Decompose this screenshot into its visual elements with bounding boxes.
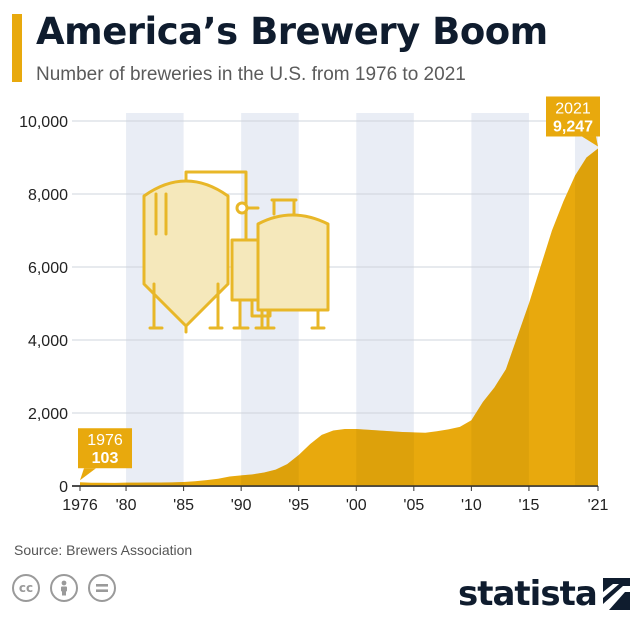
license-icons: cc <box>12 574 116 602</box>
area-chart: 0 2,000 4,000 6,000 8,000 10,000 1976 '80 '85 '9… <box>19 96 609 514</box>
background-band <box>356 113 414 486</box>
y-tick-label: 4,000 <box>28 333 68 350</box>
y-tick-label: 10,000 <box>19 114 68 131</box>
annotation-year: 1976 <box>87 432 123 449</box>
brewery-tanks-icon <box>142 170 330 334</box>
y-tick-label: 8,000 <box>28 187 68 204</box>
annotation-year: 2021 <box>555 100 591 117</box>
x-tick-label: '10 <box>461 497 482 514</box>
x-tick-label: '85 <box>173 497 194 514</box>
x-tick-label: '80 <box>116 497 137 514</box>
x-tick-label: '21 <box>588 497 609 514</box>
chart-title: America’s Brewery Boom <box>36 10 548 53</box>
cc-icon[interactable]: cc <box>12 574 40 602</box>
attribution-icon[interactable] <box>50 574 78 602</box>
statista-logo[interactable]: statista <box>458 574 630 614</box>
annotation-value: 9,247 <box>553 118 593 135</box>
x-tick-label: '95 <box>288 497 309 514</box>
annotation-box <box>546 96 600 137</box>
no-derivatives-icon[interactable] <box>88 574 116 602</box>
series-area-band-tint <box>356 429 414 486</box>
annotation-pointer <box>582 136 598 147</box>
title-accent-bar <box>12 14 22 82</box>
y-tick-label: 6,000 <box>28 260 68 277</box>
x-tick-label: '00 <box>346 497 367 514</box>
logo-text: statista <box>458 574 598 614</box>
x-tick-label: '90 <box>231 497 252 514</box>
y-tick-label: 0 <box>59 479 68 496</box>
y-tick-label: 2,000 <box>28 406 68 423</box>
annotation-value: 103 <box>92 450 119 467</box>
chart-subtitle: Number of breweries in the U.S. from 197… <box>36 64 466 85</box>
source-note: Source: Brewers Association <box>14 542 193 558</box>
series-area-band-tint <box>574 148 598 486</box>
series-area-band-tint <box>471 303 529 486</box>
x-tick-label: 1976 <box>62 497 98 514</box>
x-tick-label: '15 <box>519 497 540 514</box>
annotation-box <box>78 428 132 469</box>
x-tick-label: '05 <box>403 497 424 514</box>
annotation-pointer <box>80 468 96 481</box>
series-area <box>80 148 598 486</box>
series-area-band-tint <box>241 454 299 486</box>
series-area-band-tint <box>126 481 184 486</box>
statista-mark-icon <box>602 578 630 610</box>
